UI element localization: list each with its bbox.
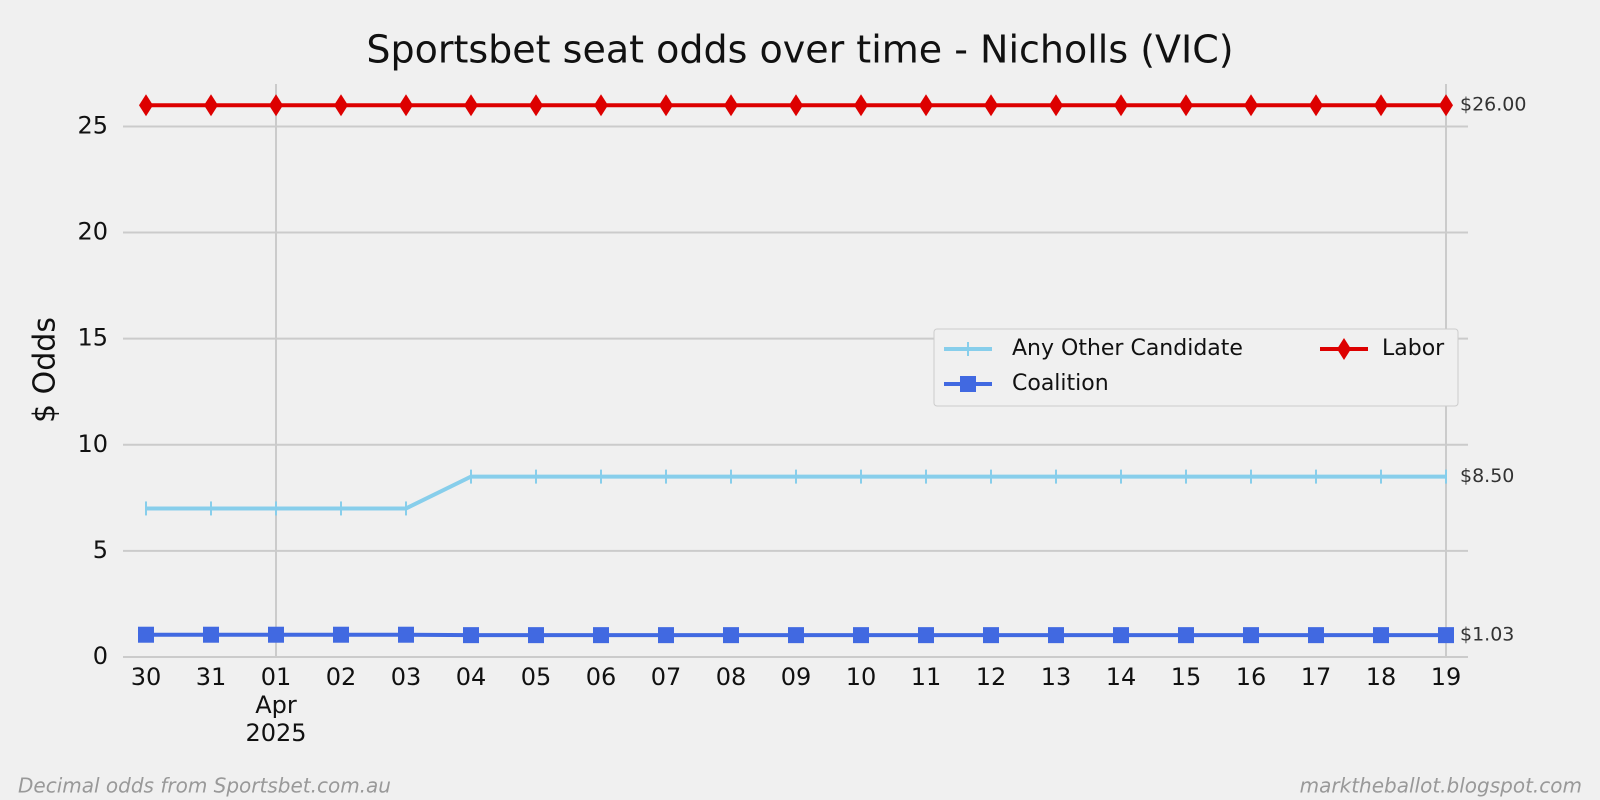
marker xyxy=(1308,627,1324,644)
y-tick-label: 15 xyxy=(77,324,108,352)
marker xyxy=(204,94,218,117)
end-label: $8.50 xyxy=(1460,465,1514,487)
marker xyxy=(854,94,868,117)
marker xyxy=(789,94,803,117)
end-label: $1.03 xyxy=(1460,624,1514,646)
x-tick-label: 01 Apr 2025 xyxy=(245,663,307,747)
legend-label: Coalition xyxy=(1012,371,1109,396)
marker xyxy=(138,626,154,643)
marker xyxy=(1373,627,1389,644)
marker xyxy=(1114,94,1128,117)
marker xyxy=(334,94,348,117)
x-tick-label: 30 xyxy=(130,663,162,691)
marker xyxy=(1178,627,1194,644)
marker xyxy=(1048,627,1064,644)
x-tick-label: 12 xyxy=(975,663,1007,691)
marker xyxy=(984,94,998,117)
marker xyxy=(919,94,933,117)
marker xyxy=(528,627,544,644)
marker xyxy=(464,94,478,117)
marker xyxy=(1243,627,1259,644)
marker xyxy=(853,627,869,644)
marker xyxy=(398,626,414,643)
y-tick-label: 10 xyxy=(77,430,108,458)
x-tick-label: 17 xyxy=(1300,663,1332,691)
marker xyxy=(1439,94,1453,117)
marker xyxy=(203,626,219,643)
x-tick-label: 05 xyxy=(520,663,552,691)
marker xyxy=(918,627,934,644)
x-tick-label: 19 xyxy=(1430,663,1462,691)
marker xyxy=(1244,94,1258,117)
marker xyxy=(723,627,739,644)
x-tick-label: 31 xyxy=(195,663,227,691)
x-tick-label: 15 xyxy=(1170,663,1202,691)
x-tick-label: 11 xyxy=(910,663,942,691)
marker xyxy=(1374,94,1388,117)
y-tick-label: 25 xyxy=(77,111,108,139)
y-tick-label: 5 xyxy=(93,536,108,564)
marker xyxy=(659,94,673,117)
marker xyxy=(593,627,609,644)
marker xyxy=(1438,627,1454,644)
legend-label: Any Other Candidate xyxy=(1012,336,1243,361)
x-tick-label: 16 xyxy=(1235,663,1267,691)
x-tick-label: 03 xyxy=(390,663,422,691)
marker xyxy=(268,626,284,643)
marker xyxy=(1049,94,1063,117)
x-tick-label: 13 xyxy=(1040,663,1072,691)
marker xyxy=(788,627,804,644)
marker xyxy=(269,94,283,117)
marker xyxy=(399,94,413,117)
end-label: $26.00 xyxy=(1460,94,1526,116)
marker xyxy=(724,94,738,117)
marker xyxy=(333,626,349,643)
marker xyxy=(1309,94,1323,117)
footer-left: Decimal odds from Sportsbet.com.au xyxy=(18,774,391,798)
x-tick-label: 08 xyxy=(715,663,747,691)
y-axis-label: $ Odds xyxy=(28,317,63,423)
x-tick-label: 10 xyxy=(845,663,877,691)
x-tick-label: 06 xyxy=(585,663,617,691)
x-tick-label: 18 xyxy=(1365,663,1397,691)
x-tick-label: 09 xyxy=(780,663,812,691)
marker xyxy=(139,94,153,117)
y-tick-label: 0 xyxy=(93,642,108,670)
y-tick-label: 20 xyxy=(77,218,108,246)
marker xyxy=(1179,94,1193,117)
x-tick-label: 07 xyxy=(650,663,682,691)
legend: Any Other Candidate Coalition Labor xyxy=(933,328,1459,407)
legend-marker xyxy=(1337,338,1351,360)
legend-marker xyxy=(960,376,976,392)
legend-label: Labor xyxy=(1382,336,1445,361)
x-tick-label: 14 xyxy=(1105,663,1137,691)
marker xyxy=(1113,627,1129,644)
marker xyxy=(463,627,479,644)
marker xyxy=(529,94,543,117)
marker xyxy=(594,94,608,117)
chart-title: Sportsbet seat odds over time - Nicholls… xyxy=(366,28,1233,72)
footer-right: marktheballot.blogspot.com xyxy=(1300,774,1582,798)
x-tick-label: 04 xyxy=(455,663,487,691)
marker xyxy=(983,627,999,644)
marker xyxy=(658,627,674,644)
x-tick-label: 02 xyxy=(325,663,357,691)
